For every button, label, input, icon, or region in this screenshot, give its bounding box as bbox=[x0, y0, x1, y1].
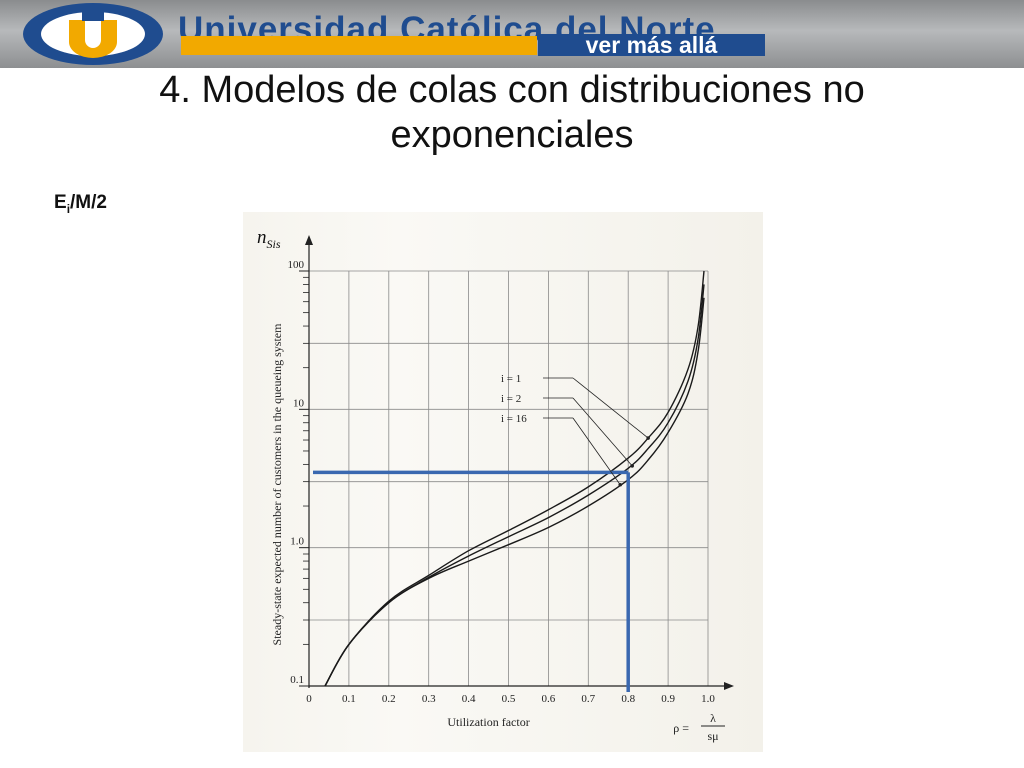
chart-grid bbox=[308, 270, 709, 687]
y-axis-symbol: nSis bbox=[257, 227, 281, 251]
series-curve bbox=[324, 297, 705, 687]
series-leader bbox=[572, 417, 621, 485]
y-tick-label: 100 bbox=[288, 259, 305, 271]
queue-chart: 0 0.1 0.2 0.3 0.4 0.5 0.6 0.7 0.8 0.9 1.00.11.0101… bbox=[257, 227, 734, 743]
series-leader-tip bbox=[646, 436, 650, 440]
series-label: i = 16 bbox=[501, 413, 527, 425]
x-tick-label: 0.7 bbox=[581, 693, 595, 705]
chart-labels: 0 0.1 0.2 0.3 0.4 0.5 0.6 0.7 0.8 0.9 1.00.11.0101… bbox=[257, 227, 725, 743]
y-tick-label: 1.0 bbox=[290, 536, 304, 548]
rho-denominator: sμ bbox=[707, 729, 718, 743]
series-leader bbox=[572, 397, 633, 467]
series-leader-tip bbox=[618, 482, 623, 487]
series-label: i = 1 bbox=[501, 373, 521, 385]
x-tick-label: 0 bbox=[306, 693, 312, 705]
gold-accent-bar bbox=[181, 36, 537, 55]
x-tick-label: 0.6 bbox=[542, 693, 556, 705]
x-tick-label: 0.8 bbox=[621, 693, 635, 705]
university-seal-logo bbox=[23, 3, 163, 65]
series-leader bbox=[572, 377, 649, 439]
y-axis-arrow bbox=[305, 235, 313, 245]
y-tick-label: 0.1 bbox=[290, 674, 304, 686]
x-tick-label: 0.4 bbox=[462, 693, 476, 705]
model-base: E bbox=[54, 192, 67, 213]
model-subscript: i bbox=[66, 201, 71, 216]
x-tick-label: 0.1 bbox=[342, 693, 356, 705]
series-label: i = 2 bbox=[501, 393, 521, 405]
x-axis-arrow bbox=[724, 682, 734, 690]
slide-title: 4. Modelos de colas con distribuciones n… bbox=[0, 68, 1024, 158]
model-rest: /M/2 bbox=[70, 192, 107, 213]
series-curve bbox=[324, 270, 705, 687]
series-leader-tip bbox=[630, 464, 634, 468]
x-tick-label: 0.3 bbox=[422, 693, 436, 705]
header-banner: Universidad Católica del Norte ver más a… bbox=[0, 0, 1024, 68]
chart-curves bbox=[313, 270, 705, 692]
university-tagline: ver más allá bbox=[538, 34, 765, 57]
y-axis-label: Steady-state expected number of customer… bbox=[270, 323, 284, 646]
x-tick-label: 0.9 bbox=[661, 693, 675, 705]
x-tick-label: 1.0 bbox=[701, 693, 715, 705]
x-tick-label: 0.5 bbox=[502, 693, 516, 705]
series-curve bbox=[324, 284, 705, 687]
chart-axes bbox=[299, 235, 734, 690]
slide-title-line2: exponenciales bbox=[390, 114, 634, 156]
x-axis-label: Utilization factor bbox=[447, 715, 529, 729]
queue-model-label: Ei/M/2 bbox=[54, 192, 107, 216]
slide-title-line1: 4. Modelos de colas con distribuciones n… bbox=[159, 69, 865, 111]
rho-numerator: λ bbox=[710, 711, 716, 725]
rho-formula-lhs: ρ = bbox=[673, 721, 689, 735]
x-tick-label: 0.2 bbox=[382, 693, 396, 705]
y-tick-label: 10 bbox=[293, 397, 305, 409]
y-axis-symbol-subscript: Sis bbox=[267, 237, 281, 251]
